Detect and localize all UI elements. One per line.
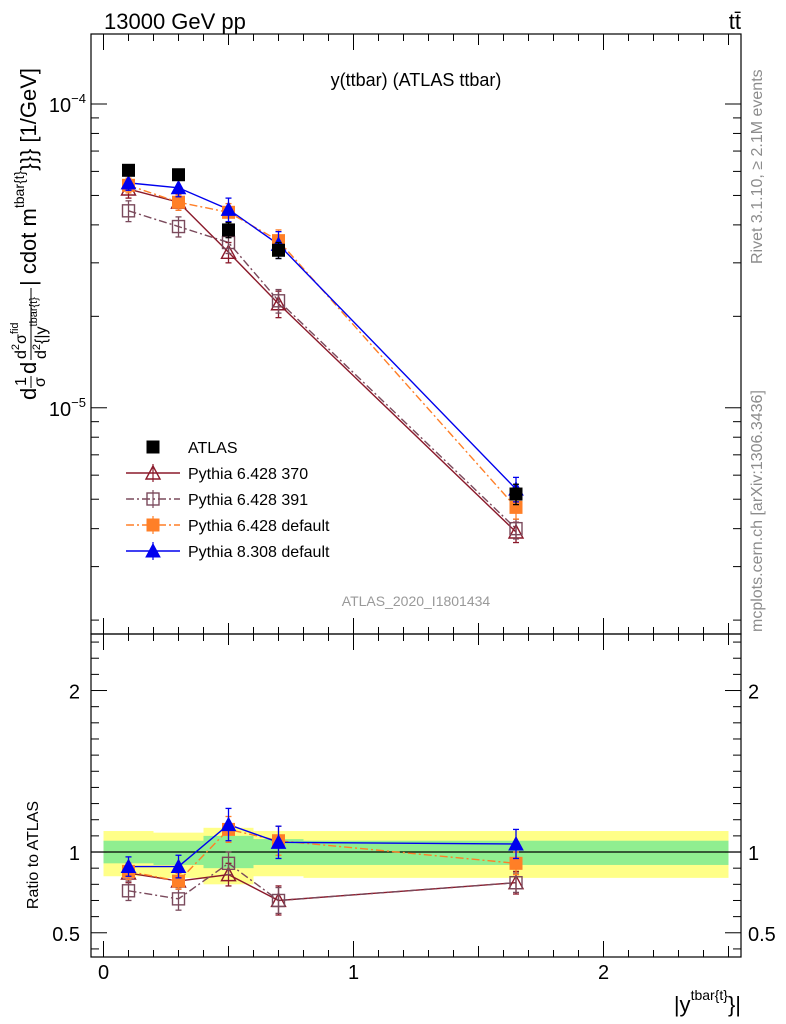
ratio-series-line [128,828,517,882]
ratio-series-point [270,834,287,849]
ratio-series-point [508,835,524,851]
legend-marker [146,440,160,454]
main-series-point [172,168,185,182]
mcplots-label: mcplots.cern.ch [arXiv:1306.3436] [749,390,766,632]
ratio-panel: 0.5 0.5 1 1 2 2 0 1 2 [52,633,776,984]
legend-marker [144,464,162,480]
main-series-point [121,204,136,218]
ratio-y-tick-label-left: 0.5 [52,924,80,946]
ratio-y-tick-label-right: 0.5 [748,924,776,946]
main-series [120,163,525,544]
svg-text:1: 1 [13,377,30,386]
x-axis-label: |ytbar{t}}| [674,987,741,1017]
svg-text:d2{|ytbar{t}: d2{|ytbar{t} [28,297,50,359]
legend-label: Pythia 6.428 391 [188,492,308,509]
ratio-series [120,807,525,916]
ratio-series-point [120,858,137,874]
ratio-y-tick-label-right: 2 [748,682,759,704]
main-y-tick-label: 10−4 [49,91,86,117]
ratio-series-point [221,856,236,871]
main-series-point [170,179,187,195]
ratio-series-point [220,816,237,832]
legend-marker [146,518,160,532]
main-series-line [128,210,517,530]
svg-text:d: d [16,388,41,400]
legend-label: Pythia 6.428 370 [188,466,308,483]
ratio-plot-frame [90,633,742,958]
main-y-axis-label: d 1 σ d d2σfid d2{|ytbar{t} | cdot mtbar… [9,68,50,400]
x-tick-label: 1 [348,962,359,984]
main-series-line [128,188,517,533]
ratio-uncertainty-bands [103,827,729,885]
main-y-tick-label: 10−5 [49,395,86,421]
ratio-series-point [121,884,136,898]
main-series-point [120,174,137,190]
ratio-series-line [128,862,517,902]
legend-marker [146,492,160,506]
main-y-tick-labels: 10−4 10−5 [49,91,86,421]
ratio-y-tick-label-left: 1 [69,843,80,865]
main-series-point [271,294,286,308]
ratio-series-point [509,876,523,890]
ratio-series-point [220,866,237,882]
process-label: tt̄ [729,9,741,34]
x-tick-label: 2 [598,962,609,984]
ratio-y-tick-label-left: 2 [69,682,80,704]
main-series-point [220,243,237,259]
main-series-point [171,219,186,234]
main-series-point [220,201,237,216]
ratio-y-tick-label-right: 1 [748,843,759,865]
legend-label: Pythia 6.428 default [188,518,330,535]
rivet-version-label: Rivet 3.1.10, ≥ 2.1M events [749,69,766,264]
svg-text:d: d [16,362,41,374]
energy-label: 13000 GeV pp [104,9,246,34]
svg-text:d2σfid: d2σfid [9,322,30,359]
main-series-point [272,243,285,257]
svg-text:| cdot mtbar{t}}}} [1/GeV]: | cdot mtbar{t}}}} [1/GeV] [11,68,41,286]
ratio-y-axis-label: Ratio to ATLAS [25,801,42,909]
x-tick-label: 0 [98,962,109,984]
main-series-point [172,195,185,209]
ratio-series-point [171,892,186,906]
legend-label: ATLAS [188,440,238,457]
main-panel: y(ttbar) (ATLAS ttbar) ATLAS_2020_I18014… [49,33,742,635]
main-series-point [222,223,235,237]
analysis-watermark: ATLAS_2020_I1801434 [342,593,491,609]
svg-text:σ: σ [32,377,49,387]
ratio-series-point [271,893,286,908]
ratio-series-point [170,858,187,874]
main-plot-title: y(ttbar) (ATLAS ttbar) [331,70,502,90]
ratio-frame [90,633,742,958]
legend-marker [145,542,161,558]
main-series-point [122,163,135,177]
main-series-point [509,521,523,536]
main-series-point [509,487,523,501]
ratio-tick-labels: 0.5 0.5 1 1 2 2 0 1 2 [52,682,776,984]
legend: ATLAS Pythia 6.428 370 Pythia 6.428 391 Pyt… [126,440,330,561]
legend-label: Pythia 8.308 default [188,544,330,561]
